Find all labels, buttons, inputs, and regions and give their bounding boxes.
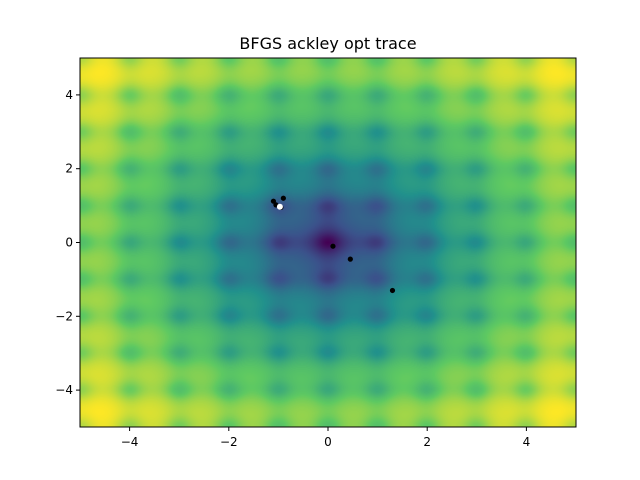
- y-tick-label: 4: [65, 88, 73, 102]
- x-tick-label: 2: [423, 435, 431, 449]
- y-tick-label: −2: [55, 309, 73, 323]
- trace-point: [347, 256, 353, 262]
- x-tick-label: −4: [121, 435, 139, 449]
- final-point: [276, 203, 283, 210]
- y-tick-label: 2: [65, 162, 73, 176]
- trace-point: [330, 243, 336, 249]
- y-tick-label: −4: [55, 383, 73, 397]
- x-tick-label: 0: [324, 435, 332, 449]
- x-tick-label: −2: [220, 435, 238, 449]
- trace-point: [270, 198, 277, 204]
- axes: −4 −2 0 2 4 −4 −2 0 2 4: [55, 57, 577, 449]
- plot-area: [80, 58, 576, 427]
- chart-title: BFGS ackley opt trace: [239, 34, 416, 53]
- trace-point: [389, 287, 396, 294]
- heatmap-surface: [80, 58, 576, 427]
- y-tick-label: 0: [65, 236, 73, 250]
- trace-point: [280, 195, 286, 201]
- x-tick-label: 4: [523, 435, 531, 449]
